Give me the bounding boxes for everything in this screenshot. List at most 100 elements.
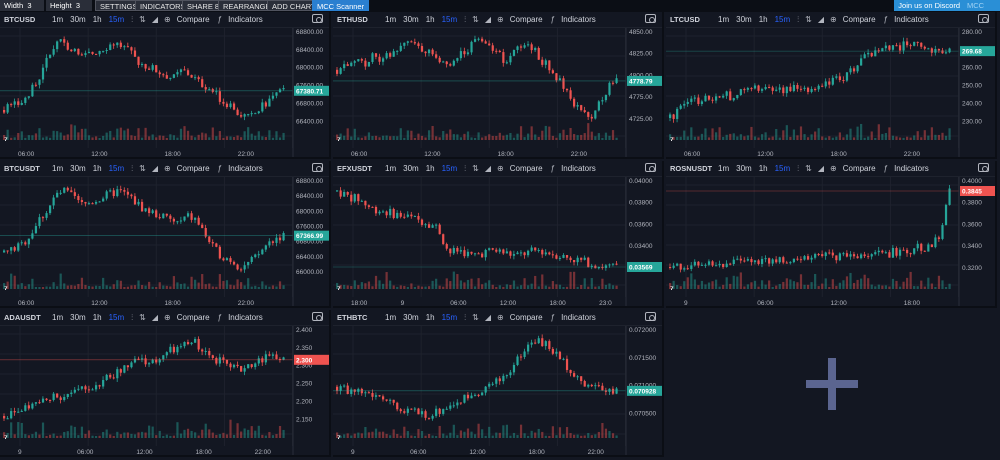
compare-icon[interactable]: ⊕ bbox=[164, 164, 171, 173]
symbol-label[interactable]: ETHUSD bbox=[337, 15, 368, 24]
candle-icon[interactable]: ⫶ bbox=[797, 163, 800, 173]
candle-icon[interactable]: ⫶ bbox=[464, 14, 467, 24]
indicators-button[interactable]: Indicators bbox=[228, 164, 263, 173]
compare-icon[interactable]: ⊕ bbox=[497, 15, 504, 24]
discord-link[interactable]: Join us on Discord bbox=[894, 0, 964, 11]
compare-button[interactable]: Compare bbox=[176, 164, 210, 173]
camera-icon[interactable] bbox=[645, 163, 656, 172]
symbol-label[interactable]: LTCUSD bbox=[670, 15, 700, 24]
timeframe-15m[interactable]: 15m bbox=[108, 15, 125, 24]
compare-button[interactable]: Compare bbox=[842, 164, 876, 173]
timeframe-1h[interactable]: 1h bbox=[758, 164, 768, 173]
area-icon[interactable]: ◢ bbox=[484, 15, 492, 24]
area-icon[interactable]: ◢ bbox=[151, 164, 159, 173]
timeframe-30m[interactable]: 30m bbox=[736, 164, 752, 173]
timeframe-30m[interactable]: 30m bbox=[403, 313, 419, 322]
indicators-button[interactable]: Indicators bbox=[561, 313, 596, 322]
bar-icon[interactable]: ⇅ bbox=[472, 15, 479, 24]
candlestick-chart[interactable]: 4850.004825.004800.004775.004725.004778.… bbox=[333, 28, 664, 159]
symbol-label[interactable]: BTCUSDT bbox=[4, 164, 40, 173]
camera-icon[interactable] bbox=[312, 14, 323, 23]
candlestick-chart[interactable]: 0.0720000.0715000.0710000.0705000.070928… bbox=[333, 326, 664, 457]
indicators-icon[interactable]: ƒ bbox=[883, 15, 889, 24]
timeframe-30m[interactable]: 30m bbox=[736, 15, 752, 24]
indicators-button[interactable]: Indicators bbox=[561, 15, 596, 24]
timeframe-30m[interactable]: 30m bbox=[70, 313, 86, 322]
bar-icon[interactable]: ⇅ bbox=[805, 164, 812, 173]
chart-panel-btcusd[interactable]: BTCUSD 1m 30m 1h 15m ⫶ ⇅ ◢ ⊕ Compare ƒ Indicators 68… bbox=[0, 12, 331, 159]
timeframe-1m[interactable]: 1m bbox=[52, 15, 64, 24]
symbol-label[interactable]: EFXUSDT bbox=[337, 164, 373, 173]
compare-button[interactable]: Compare bbox=[509, 164, 543, 173]
compare-icon[interactable]: ⊕ bbox=[164, 313, 171, 322]
timeframe-1h[interactable]: 1h bbox=[425, 164, 435, 173]
timeframe-1m[interactable]: 1m bbox=[385, 164, 397, 173]
timeframe-1h[interactable]: 1h bbox=[758, 15, 768, 24]
candlestick-chart[interactable]: 280.00270.00260.00250.00240.00230.00269.… bbox=[666, 28, 997, 159]
candle-icon[interactable]: ⫶ bbox=[131, 163, 134, 173]
indicators-icon[interactable]: ƒ bbox=[883, 164, 889, 173]
indicators-button[interactable]: Indicators bbox=[894, 15, 929, 24]
timeframe-1m[interactable]: 1m bbox=[718, 164, 730, 173]
timeframe-1m[interactable]: 1m bbox=[52, 164, 64, 173]
indicators-icon[interactable]: ƒ bbox=[217, 164, 223, 173]
chart-panel-ltcusd[interactable]: LTCUSD 1m 30m 1h 15m ⫶ ⇅ ◢ ⊕ Compare ƒ Indicators 28… bbox=[666, 12, 997, 159]
symbol-label[interactable]: ROSNUSDT bbox=[670, 164, 713, 173]
compare-icon[interactable]: ⊕ bbox=[830, 164, 837, 173]
area-icon[interactable]: ◢ bbox=[817, 15, 825, 24]
bar-icon[interactable]: ⇅ bbox=[139, 313, 146, 322]
chart-panel-rosnusdt[interactable]: ROSNUSDT 1m 30m 1h 15m ⫶ ⇅ ◢ ⊕ Compare ƒ Indicators… bbox=[666, 161, 997, 308]
timeframe-1h[interactable]: 1h bbox=[425, 313, 435, 322]
compare-button[interactable]: Compare bbox=[176, 15, 210, 24]
chart-panel-ethusd[interactable]: ETHUSD 1m 30m 1h 15m ⫶ ⇅ ◢ ⊕ Compare ƒ Indicators 48… bbox=[333, 12, 664, 159]
bar-icon[interactable]: ⇅ bbox=[472, 313, 479, 322]
mcc-scanner-button[interactable]: MCC Scanner bbox=[312, 0, 370, 11]
add-chart-slot[interactable] bbox=[665, 310, 1000, 460]
compare-icon[interactable]: ⊕ bbox=[830, 15, 837, 24]
compare-button[interactable]: Compare bbox=[509, 15, 543, 24]
timeframe-30m[interactable]: 30m bbox=[70, 164, 86, 173]
height-control[interactable]: Height 3 bbox=[46, 0, 92, 11]
timeframe-30m[interactable]: 30m bbox=[403, 164, 419, 173]
camera-icon[interactable] bbox=[645, 14, 656, 23]
symbol-label[interactable]: ETHBTC bbox=[337, 313, 368, 322]
timeframe-15m[interactable]: 15m bbox=[108, 164, 125, 173]
timeframe-15m[interactable]: 15m bbox=[774, 164, 791, 173]
width-control[interactable]: Width 3 bbox=[0, 0, 44, 11]
bar-icon[interactable]: ⇅ bbox=[805, 15, 812, 24]
timeframe-15m[interactable]: 15m bbox=[441, 313, 458, 322]
indicators-icon[interactable]: ƒ bbox=[550, 15, 556, 24]
compare-button[interactable]: Compare bbox=[509, 313, 543, 322]
candle-icon[interactable]: ⫶ bbox=[131, 312, 134, 322]
chart-panel-btcusdt[interactable]: BTCUSDT 1m 30m 1h 15m ⫶ ⇅ ◢ ⊕ Compare ƒ Indicators 6… bbox=[0, 161, 331, 308]
timeframe-1h[interactable]: 1h bbox=[92, 15, 102, 24]
candle-icon[interactable]: ⫶ bbox=[131, 14, 134, 24]
indicators-icon[interactable]: ƒ bbox=[217, 15, 223, 24]
camera-icon[interactable] bbox=[312, 312, 323, 321]
candlestick-chart[interactable]: 68800.0068400.0068000.0067600.0066800.00… bbox=[0, 28, 331, 159]
timeframe-30m[interactable]: 30m bbox=[70, 15, 86, 24]
timeframe-15m[interactable]: 15m bbox=[441, 164, 458, 173]
indicators-icon[interactable]: ƒ bbox=[217, 313, 223, 322]
timeframe-1m[interactable]: 1m bbox=[52, 313, 64, 322]
timeframe-1m[interactable]: 1m bbox=[718, 15, 730, 24]
timeframe-1h[interactable]: 1h bbox=[92, 313, 102, 322]
indicators-button[interactable]: Indicators bbox=[561, 164, 596, 173]
symbol-label[interactable]: ADAUSDT bbox=[4, 313, 41, 322]
candlestick-chart[interactable]: 0.040000.038000.036000.034000.032000.035… bbox=[333, 177, 664, 308]
bar-icon[interactable]: ⇅ bbox=[139, 15, 146, 24]
candle-icon[interactable]: ⫶ bbox=[464, 163, 467, 173]
candle-icon[interactable]: ⫶ bbox=[464, 312, 467, 322]
chart-panel-adausdt[interactable]: ADAUSDT 1m 30m 1h 15m ⫶ ⇅ ◢ ⊕ Compare ƒ Indicators 2… bbox=[0, 310, 331, 457]
bar-icon[interactable]: ⇅ bbox=[472, 164, 479, 173]
indicators-button[interactable]: Indicators bbox=[894, 164, 929, 173]
timeframe-1m[interactable]: 1m bbox=[385, 313, 397, 322]
area-icon[interactable]: ◢ bbox=[151, 15, 159, 24]
compare-icon[interactable]: ⊕ bbox=[497, 313, 504, 322]
indicators-icon[interactable]: ƒ bbox=[550, 313, 556, 322]
compare-button[interactable]: Compare bbox=[842, 15, 876, 24]
camera-icon[interactable] bbox=[645, 312, 656, 321]
timeframe-15m[interactable]: 15m bbox=[774, 15, 791, 24]
timeframe-15m[interactable]: 15m bbox=[441, 15, 458, 24]
